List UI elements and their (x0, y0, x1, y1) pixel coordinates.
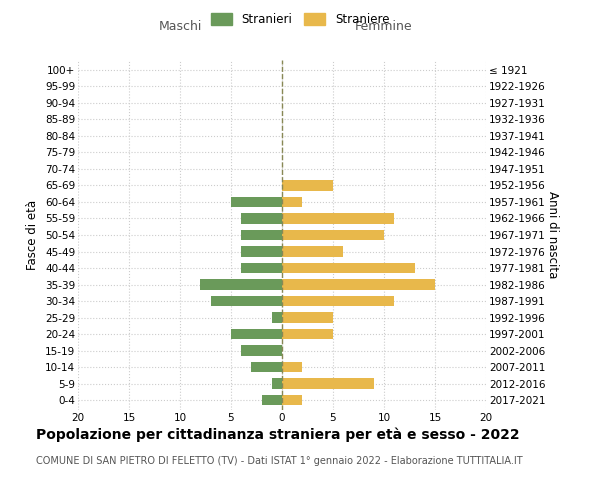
Text: Maschi: Maschi (158, 20, 202, 32)
Bar (231, 328, 282, 340)
Bar (241, 213, 282, 224)
Bar (241, 345, 282, 356)
Bar (211, 296, 282, 306)
Text: Popolazione per cittadinanza straniera per età e sesso - 2022: Popolazione per cittadinanza straniera p… (36, 428, 520, 442)
Bar (282, 246, 343, 257)
Bar (282, 180, 333, 191)
Y-axis label: Fasce di età: Fasce di età (26, 200, 40, 270)
Bar (282, 394, 302, 406)
Bar (241, 230, 282, 240)
Bar (282, 312, 333, 323)
Bar (282, 262, 415, 274)
Bar (282, 213, 394, 224)
Bar (282, 378, 374, 389)
Bar (200, 279, 282, 290)
Bar (282, 230, 384, 240)
Bar (262, 394, 282, 406)
Bar (241, 262, 282, 274)
Bar (231, 196, 282, 207)
Text: COMUNE DI SAN PIETRO DI FELETTO (TV) - Dati ISTAT 1° gennaio 2022 - Elaborazione: COMUNE DI SAN PIETRO DI FELETTO (TV) - D… (36, 456, 523, 466)
Bar (272, 312, 282, 323)
Bar (272, 378, 282, 389)
Bar (282, 196, 302, 207)
Bar (282, 296, 394, 306)
Bar (241, 246, 282, 257)
Legend: Stranieri, Straniere: Stranieri, Straniere (206, 8, 394, 31)
Bar (282, 362, 302, 372)
Text: Femmine: Femmine (355, 20, 413, 32)
Bar (282, 279, 435, 290)
Bar (282, 328, 333, 340)
Bar (251, 362, 282, 372)
Y-axis label: Anni di nascita: Anni di nascita (547, 192, 559, 278)
